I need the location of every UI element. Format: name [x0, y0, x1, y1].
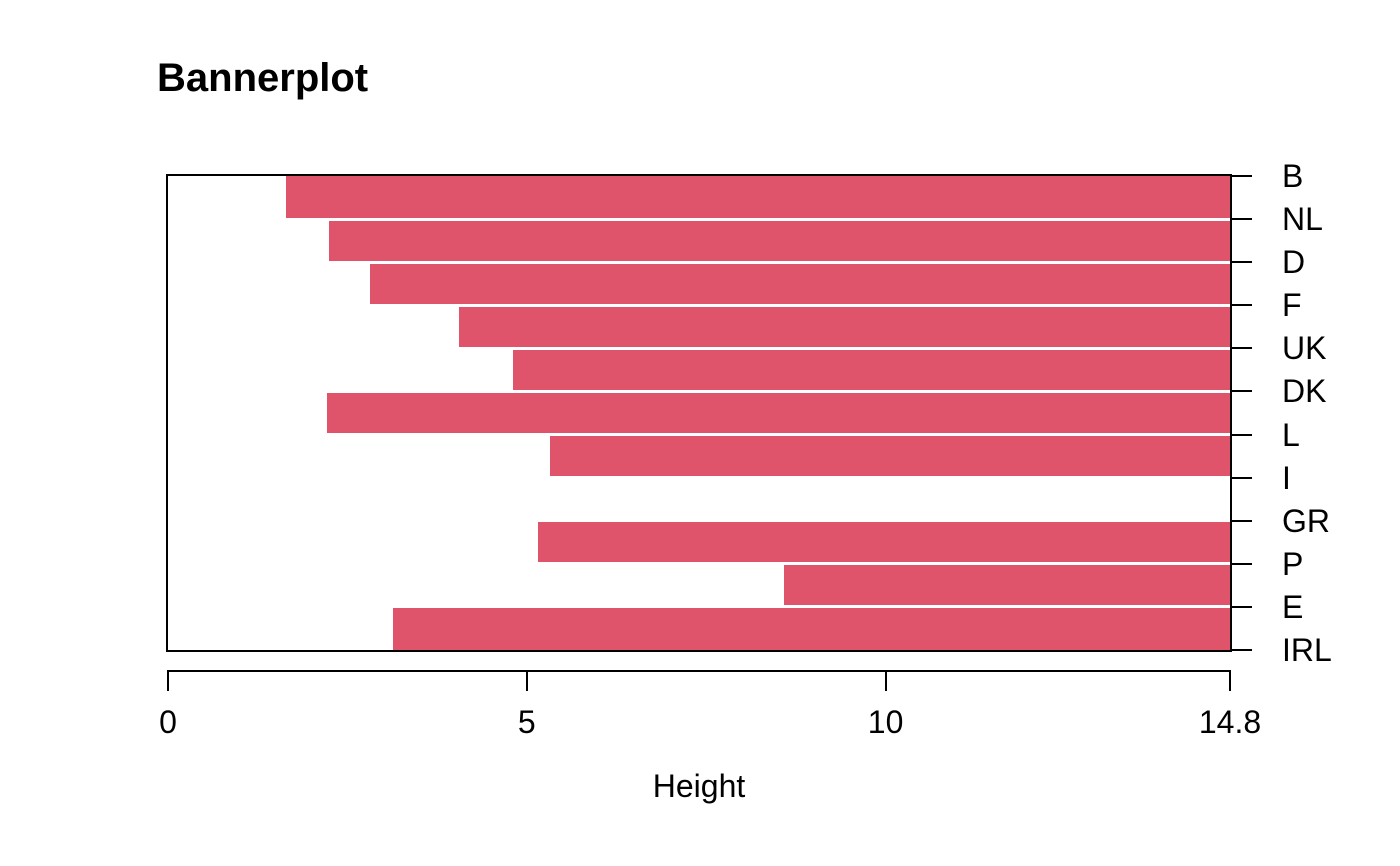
right-tick-DK	[1232, 390, 1252, 393]
right-tick-UK	[1232, 347, 1252, 350]
right-tick-L	[1232, 433, 1252, 436]
category-label-UK: UK	[1282, 330, 1327, 367]
right-tick-I	[1232, 476, 1252, 479]
category-label-D: D	[1282, 244, 1306, 281]
x-tick-label-14.8: 14.8	[1198, 704, 1262, 740]
right-tick-IRL	[1232, 649, 1252, 651]
right-tick-NL	[1232, 218, 1252, 221]
plot-area	[166, 174, 1232, 652]
x-tick-label-0: 0	[159, 704, 177, 740]
right-tick-F	[1232, 304, 1252, 307]
x-tick-label-10: 10	[867, 704, 904, 740]
banner-bar-B-NL	[286, 176, 1230, 218]
category-label-IRL: IRL	[1282, 632, 1332, 668]
category-label-DK: DK	[1282, 373, 1327, 410]
banner-bar-D-F	[369, 263, 1230, 304]
banner-bar-L-I	[549, 436, 1230, 477]
category-label-E: E	[1282, 588, 1304, 625]
banner-bar-DK-L	[327, 392, 1230, 434]
chart-title: Bannerplot	[157, 56, 369, 100]
category-label-I: I	[1282, 459, 1291, 496]
x-tick-10	[884, 670, 887, 691]
banner-bar-NL-D	[329, 220, 1230, 261]
x-tick-label-5: 5	[517, 704, 536, 740]
banner-bar-GR-P	[538, 522, 1230, 563]
right-tick-B	[1232, 175, 1252, 177]
banner-bar-P-E	[783, 565, 1230, 606]
x-axis-line	[167, 670, 1231, 672]
category-label-GR: GR	[1282, 502, 1330, 539]
x-axis-title: Height	[652, 768, 746, 804]
right-tick-GR	[1232, 519, 1252, 522]
banner-bar-E-IRL	[393, 608, 1230, 650]
x-tick-5	[525, 670, 528, 691]
banner-bar-F-UK	[459, 306, 1230, 347]
banner-bar-UK-DK	[513, 349, 1230, 390]
category-label-F: F	[1282, 287, 1302, 324]
category-label-NL: NL	[1282, 201, 1323, 238]
category-label-L: L	[1282, 416, 1300, 453]
category-label-P: P	[1282, 545, 1304, 582]
x-tick-0	[167, 670, 169, 691]
x-tick-14.8	[1229, 670, 1231, 691]
plot-inner	[168, 176, 1230, 650]
category-label-B: B	[1282, 158, 1304, 194]
right-tick-E	[1232, 605, 1252, 608]
right-tick-P	[1232, 562, 1252, 565]
right-tick-D	[1232, 261, 1252, 264]
